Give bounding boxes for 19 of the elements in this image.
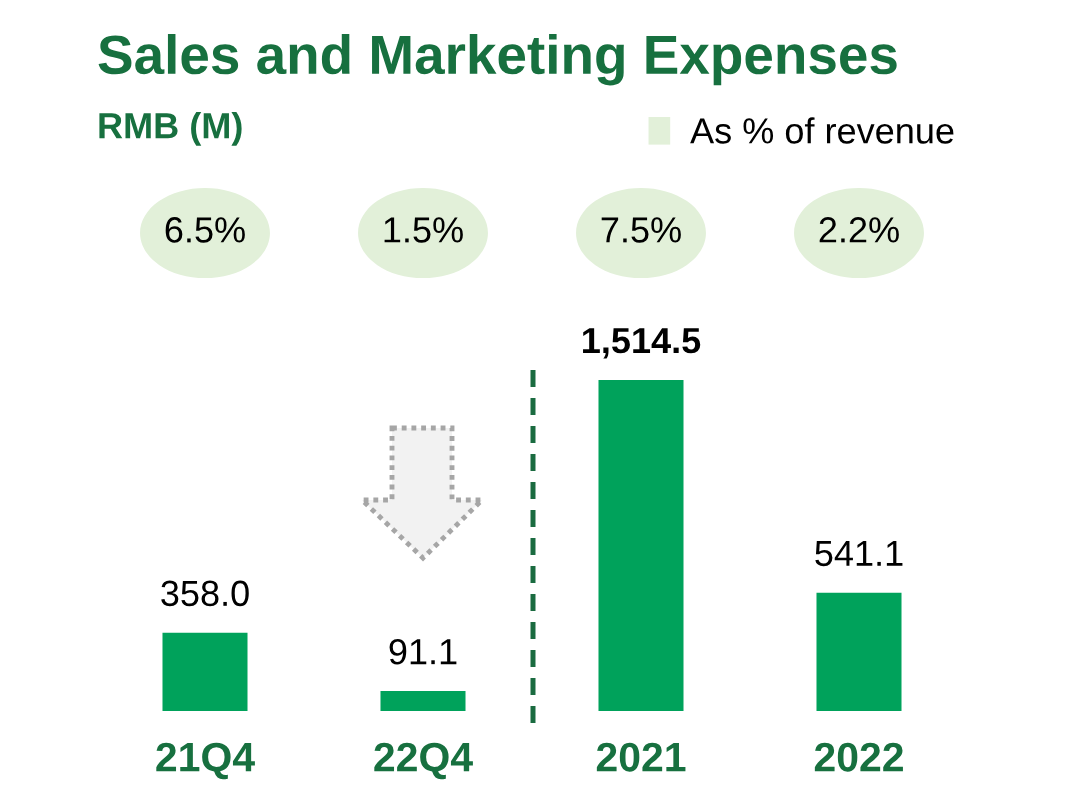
data-label: 1,514.5: [583, 328, 701, 359]
x-tick-label: 2022: [814, 742, 903, 772]
text: RMB (M): [99, 112, 242, 146]
x-tick-label: 21Q4: [156, 742, 255, 780]
x-tick-label: 22Q4: [374, 742, 473, 780]
data-label: 91.1: [389, 638, 457, 665]
data-label: 7.5%: [601, 217, 681, 243]
text: Sales and Marketing Expenses: [98, 34, 897, 86]
data-label: 541.1: [815, 540, 903, 567]
data-label: 2.2%: [819, 217, 899, 243]
bar: [162, 632, 248, 711]
x-tick-label: 2021: [596, 742, 686, 772]
legend-label: As % of revenue: [690, 117, 954, 144]
data-label: 6.5%: [165, 217, 245, 243]
data-label: 358.0: [161, 580, 249, 607]
bar: [598, 379, 684, 711]
bar: [816, 592, 902, 711]
data-label: 1.5%: [384, 217, 463, 243]
bar: [380, 691, 466, 711]
